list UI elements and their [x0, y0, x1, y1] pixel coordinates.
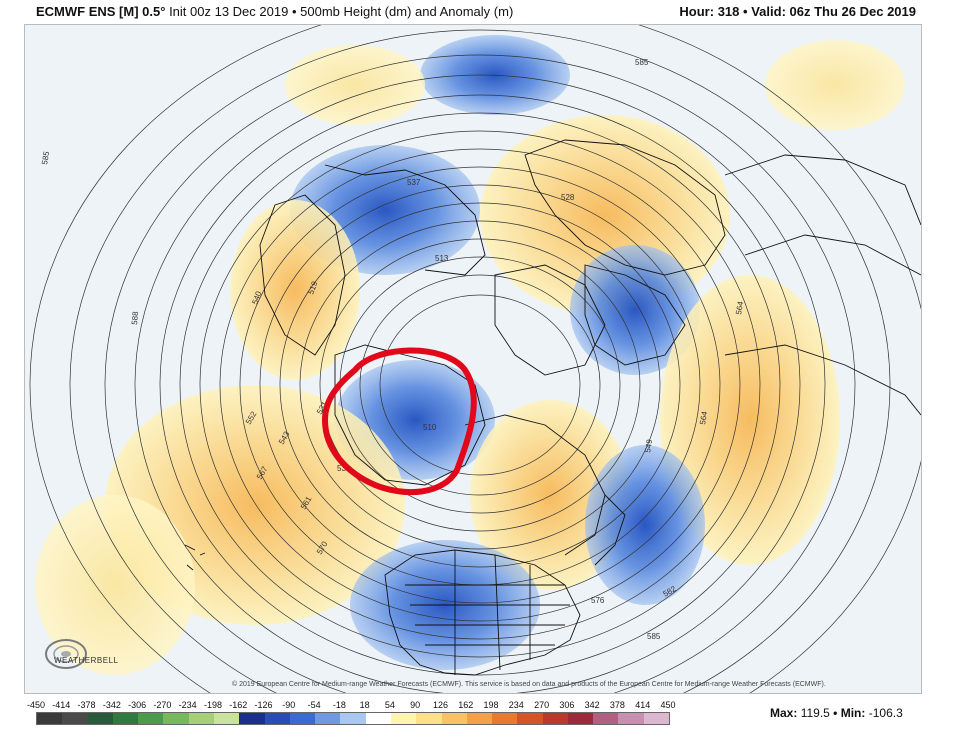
header: ECMWF ENS [M] 0.5° Init 00z 13 Dec 2019 …	[0, 0, 978, 22]
hour-value: 318	[717, 4, 740, 19]
colorbar-label: 414	[635, 700, 651, 710]
colorbar-swatch	[37, 713, 63, 724]
colorbar-label: -414	[52, 700, 71, 710]
colorbar-label: 126	[432, 700, 448, 710]
colorbar-label: 54	[384, 700, 395, 710]
colorbar-label: -18	[332, 700, 346, 710]
max-label: Max:	[770, 706, 798, 720]
contour-label: 585	[40, 150, 51, 165]
colorbar-label: -234	[178, 700, 197, 710]
colorbar-swatch	[567, 713, 594, 724]
red-annotation-circle	[322, 347, 477, 496]
valid-value: 06z Thu 26 Dec 2019	[789, 4, 916, 19]
contour-label: 585	[635, 58, 649, 67]
colorbar-label: -54	[307, 700, 321, 710]
weatherbell-logo-icon	[45, 639, 87, 669]
contour-label: 510	[423, 423, 437, 432]
colorbar-label: 378	[609, 700, 625, 710]
contour-label: 528	[561, 193, 575, 202]
contour-label: 576	[591, 596, 605, 605]
colorbar-swatch	[188, 713, 214, 724]
colorbar-label: 90	[410, 700, 421, 710]
colorbar-label: -270	[153, 700, 172, 710]
degree-sign: °	[160, 4, 166, 19]
valid-separator: •	[743, 4, 748, 19]
contour-label: 537	[407, 178, 421, 187]
contour-label: 564	[698, 410, 709, 425]
colorbar-swatch	[289, 713, 316, 724]
colorbar-labels: -450 -414 -378 -342 -306 -270 -234 -198 -162 -126…	[27, 700, 676, 710]
colorbar-label: -90	[282, 700, 296, 710]
contour-label: 519	[306, 280, 319, 296]
anomaly-shading	[35, 35, 905, 675]
colorbar-label: 162	[458, 700, 474, 710]
colorbar-label: 198	[483, 700, 499, 710]
colorbar-label: -342	[102, 700, 121, 710]
colorbar-swatch	[416, 713, 442, 724]
valid-time: Hour: 318 • Valid: 06z Thu 26 Dec 2019	[679, 4, 916, 19]
colorbar-label: 342	[584, 700, 600, 710]
polar-map: 585 588 585 537 513 540 519 528 564 552 …	[24, 24, 922, 694]
colorbar-swatch	[138, 713, 164, 724]
contour-label: 513	[435, 254, 449, 263]
colorbar-swatch	[239, 713, 265, 724]
colorbar-swatch	[390, 713, 417, 724]
colorbar-label: 234	[508, 700, 524, 710]
valid-label: Valid:	[751, 4, 786, 19]
max-value: 119.5	[800, 706, 830, 720]
colorbar-label: 270	[534, 700, 550, 710]
stats-separator: •	[833, 706, 838, 720]
colorbar-label: 18	[359, 700, 370, 710]
hour-label: Hour:	[679, 4, 715, 19]
min-value: -106.3	[868, 706, 903, 720]
colorbar-swatch	[112, 713, 139, 724]
init-time: Init 00z 13 Dec 2019	[169, 4, 289, 19]
colorbar-swatch	[315, 713, 341, 724]
colorbar-swatch	[542, 713, 568, 724]
contour-label: 549	[643, 438, 654, 453]
colorbar-label: -378	[77, 700, 96, 710]
contour-label: 588	[130, 311, 140, 326]
colorbar-swatch	[517, 713, 543, 724]
colorbar-swatch	[365, 713, 391, 724]
min-label: Min:	[840, 706, 866, 720]
colorbar-swatch	[213, 713, 240, 724]
colorbar-label: -162	[229, 700, 248, 710]
title-separator: •	[291, 4, 297, 19]
max-min-stats: Max: 119.5 • Min: -106.3	[770, 706, 903, 720]
model-name: ECMWF ENS [M] 0.5	[36, 4, 161, 19]
colorbar	[36, 712, 670, 725]
colorbar-swatch	[163, 713, 189, 724]
map-title: ECMWF ENS [M] 0.5° Init 00z 13 Dec 2019 …	[36, 4, 513, 19]
contour-label: 540	[250, 290, 263, 306]
colorbar-label: -450	[26, 700, 46, 710]
colorbar-swatch	[492, 713, 518, 724]
contour-label: 564	[734, 300, 745, 315]
logo-text: WEATHERBELL	[54, 656, 119, 665]
colorbar-label: -198	[203, 700, 222, 710]
field-name: 500mb Height (dm) and Anomaly (m)	[300, 4, 514, 19]
map-canvas: 585 588 585 537 513 540 519 528 564 552 …	[25, 25, 921, 693]
contour-label: 585	[647, 632, 661, 641]
colorbar-swatch	[618, 713, 644, 724]
colorbar-label: -126	[254, 700, 273, 710]
colorbar-swatch	[466, 713, 493, 724]
height-contours	[29, 25, 921, 693]
colorbar-swatch	[62, 713, 88, 724]
colorbar-swatch	[87, 713, 113, 724]
colorbar-swatch	[593, 713, 619, 724]
colorbar-swatch	[264, 713, 290, 724]
colorbar-label: 450	[660, 700, 676, 710]
colorbar-label: -306	[128, 700, 147, 710]
colorbar-swatch	[340, 713, 366, 724]
colorbar-label: 306	[559, 700, 575, 710]
colorbar-swatch	[441, 713, 467, 724]
contour-label: 531	[337, 464, 351, 473]
colorbar-swatch	[643, 713, 670, 724]
coastlines	[184, 139, 921, 676]
copyright-notice: © 2019 European Centre for Medium-range …	[232, 681, 826, 688]
